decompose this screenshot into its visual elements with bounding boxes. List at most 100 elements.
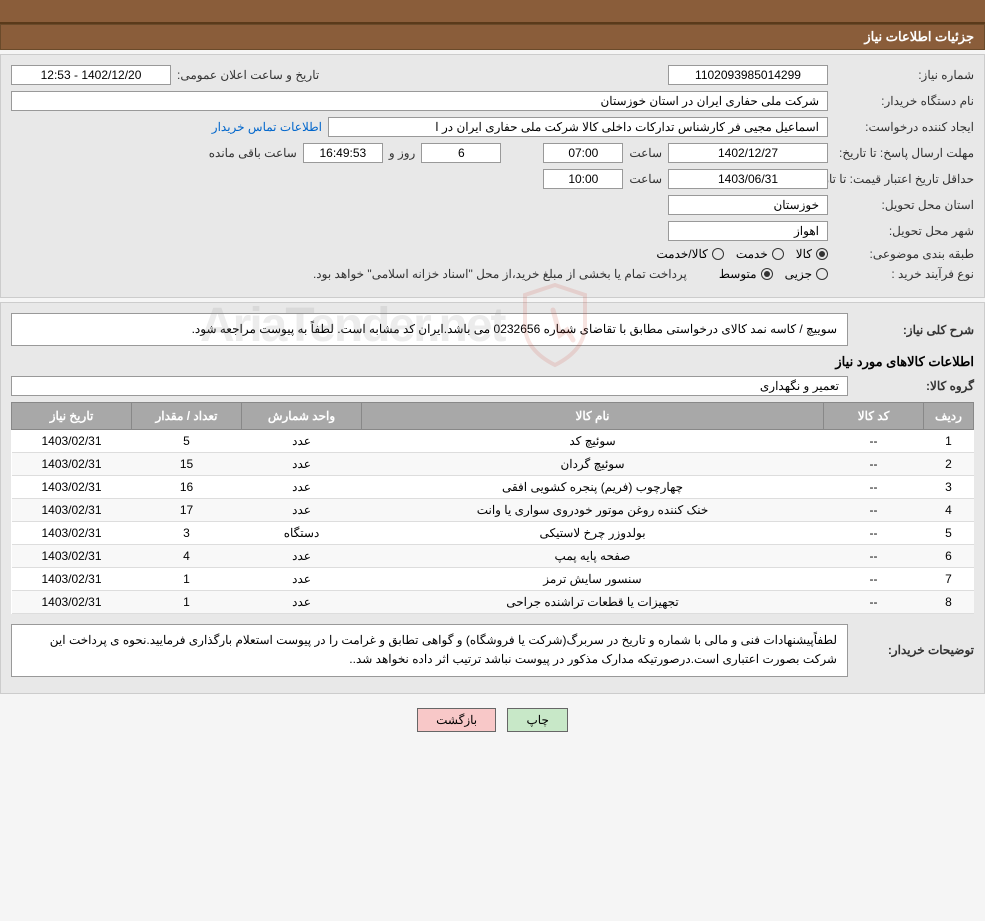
th-code: کد کالا xyxy=(824,403,924,430)
cell-unit: عدد xyxy=(242,591,362,614)
cell-unit: عدد xyxy=(242,453,362,476)
announce-label: تاریخ و ساعت اعلان عمومی: xyxy=(177,68,319,82)
cell-date: 1403/02/31 xyxy=(12,499,132,522)
radio-goods-service-label: کالا/خدمت xyxy=(656,247,707,261)
cell-code: -- xyxy=(824,430,924,453)
cell-name: سوئیچ گردان xyxy=(362,453,824,476)
table-row: 7--سنسور سایش ترمزعدد11403/02/31 xyxy=(12,568,974,591)
cell-qty: 17 xyxy=(132,499,242,522)
remaining-label: ساعت باقی مانده xyxy=(209,146,297,160)
cell-row: 7 xyxy=(924,568,974,591)
cell-qty: 15 xyxy=(132,453,242,476)
validity-time: 10:00 xyxy=(543,169,623,189)
goods-group-label: گروه کالا: xyxy=(854,379,974,393)
radio-partial-label: جزیی xyxy=(785,267,812,281)
cell-name: سوئیچ کد xyxy=(362,430,824,453)
cell-row: 8 xyxy=(924,591,974,614)
th-qty: تعداد / مقدار xyxy=(132,403,242,430)
radio-goods[interactable] xyxy=(816,248,828,260)
cell-unit: عدد xyxy=(242,476,362,499)
page-title-bar: جزئیات اطلاعات نیاز xyxy=(0,24,985,50)
cell-row: 2 xyxy=(924,453,974,476)
buyer-notes-value: لطفاًپیشنهادات فنی و مالی با شماره و تار… xyxy=(11,624,848,676)
goods-info-title: اطلاعات کالاهای مورد نیاز xyxy=(11,354,974,370)
cell-row: 4 xyxy=(924,499,974,522)
table-row: 6--صفحه پایه پمپعدد41403/02/31 xyxy=(12,545,974,568)
province-value: خوزستان xyxy=(668,195,828,215)
city-value: اهواز xyxy=(668,221,828,241)
cell-code: -- xyxy=(824,476,924,499)
goods-group-value: تعمیر و نگهداری xyxy=(11,376,848,396)
cell-qty: 1 xyxy=(132,591,242,614)
province-label: استان محل تحویل: xyxy=(834,198,974,212)
cell-qty: 1 xyxy=(132,568,242,591)
cell-name: خنک کننده روغن موتور خودروی سواری یا وان… xyxy=(362,499,824,522)
requester-label: ایجاد کننده درخواست: xyxy=(834,120,974,134)
cell-code: -- xyxy=(824,499,924,522)
table-row: 2--سوئیچ گردانعدد151403/02/31 xyxy=(12,453,974,476)
cell-name: بولدوزر چرخ لاستیکی xyxy=(362,522,824,545)
cell-date: 1403/02/31 xyxy=(12,430,132,453)
deadline-label: مهلت ارسال پاسخ: تا تاریخ: xyxy=(834,146,974,160)
cell-unit: عدد xyxy=(242,568,362,591)
buyer-org-value: شرکت ملی حفاری ایران در استان خوزستان xyxy=(11,91,828,111)
need-desc-value: سوییچ / کاسه نمد کالای درخواستی مطابق با… xyxy=(11,313,848,346)
cell-date: 1403/02/31 xyxy=(12,568,132,591)
cell-code: -- xyxy=(824,591,924,614)
back-button[interactable]: بازگشت xyxy=(417,708,496,732)
cell-code: -- xyxy=(824,453,924,476)
buyer-notes-label: توضیحات خریدار: xyxy=(854,643,974,657)
goods-panel: شرح کلی نیاز: سوییچ / کاسه نمد کالای درخ… xyxy=(0,302,985,694)
need-number-value: 1102093985014299 xyxy=(668,65,828,85)
purchase-type-radio-group: جزیی متوسط xyxy=(719,267,828,281)
print-button[interactable]: چاپ xyxy=(507,708,567,732)
deadline-date: 1402/12/27 xyxy=(668,143,828,163)
cell-row: 3 xyxy=(924,476,974,499)
cell-date: 1403/02/31 xyxy=(12,591,132,614)
details-panel: شماره نیاز: 1102093985014299 تاریخ و ساع… xyxy=(0,54,985,298)
cell-name: چهارچوب (فریم) پنجره کشویی افقی xyxy=(362,476,824,499)
cell-qty: 5 xyxy=(132,430,242,453)
page-title: جزئیات اطلاعات نیاز xyxy=(864,29,974,44)
radio-medium[interactable] xyxy=(761,268,773,280)
radio-partial[interactable] xyxy=(816,268,828,280)
cell-date: 1403/02/31 xyxy=(12,522,132,545)
cell-unit: دستگاه xyxy=(242,522,362,545)
cell-name: سنسور سایش ترمز xyxy=(362,568,824,591)
need-number-label: شماره نیاز: xyxy=(834,68,974,82)
time-label-1: ساعت xyxy=(629,146,662,160)
contact-link[interactable]: اطلاعات تماس خریدار xyxy=(212,120,322,134)
cell-unit: عدد xyxy=(242,430,362,453)
validity-label: حداقل تاریخ اعتبار قیمت: تا تاریخ: xyxy=(834,172,974,186)
table-row: 3--چهارچوب (فریم) پنجره کشویی افقیعدد161… xyxy=(12,476,974,499)
days-label: روز و xyxy=(389,146,416,160)
cell-qty: 4 xyxy=(132,545,242,568)
category-radio-group: کالا خدمت کالا/خدمت xyxy=(656,247,828,261)
cell-row: 1 xyxy=(924,430,974,453)
table-row: 5--بولدوزر چرخ لاستیکیدستگاه31403/02/31 xyxy=(12,522,974,545)
city-label: شهر محل تحویل: xyxy=(834,224,974,238)
cell-qty: 3 xyxy=(132,522,242,545)
button-row: چاپ بازگشت xyxy=(0,698,985,742)
purchase-note: پرداخت تمام یا بخشی از مبلغ خرید،از محل … xyxy=(313,267,687,281)
cell-unit: عدد xyxy=(242,545,362,568)
th-date: تاریخ نیاز xyxy=(12,403,132,430)
cell-date: 1403/02/31 xyxy=(12,545,132,568)
cell-row: 6 xyxy=(924,545,974,568)
radio-service[interactable] xyxy=(772,248,784,260)
announce-value: 1402/12/20 - 12:53 xyxy=(11,65,171,85)
cell-unit: عدد xyxy=(242,499,362,522)
validity-date: 1403/06/31 xyxy=(668,169,828,189)
table-row: 8--تجهیزات یا قطعات تراشنده جراحیعدد1140… xyxy=(12,591,974,614)
radio-goods-service[interactable] xyxy=(712,248,724,260)
th-unit: واحد شمارش xyxy=(242,403,362,430)
goods-table: ردیف کد کالا نام کالا واحد شمارش تعداد /… xyxy=(11,402,974,614)
cell-date: 1403/02/31 xyxy=(12,476,132,499)
radio-service-label: خدمت xyxy=(736,247,768,261)
table-row: 1--سوئیچ کدعدد51403/02/31 xyxy=(12,430,974,453)
cell-name: صفحه پایه پمپ xyxy=(362,545,824,568)
top-bar xyxy=(0,0,985,24)
table-row: 4--خنک کننده روغن موتور خودروی سواری یا … xyxy=(12,499,974,522)
requester-value: اسماعیل مجیی فر کارشناس تدارکات داخلی کا… xyxy=(328,117,828,137)
radio-goods-label: کالا xyxy=(796,247,812,261)
